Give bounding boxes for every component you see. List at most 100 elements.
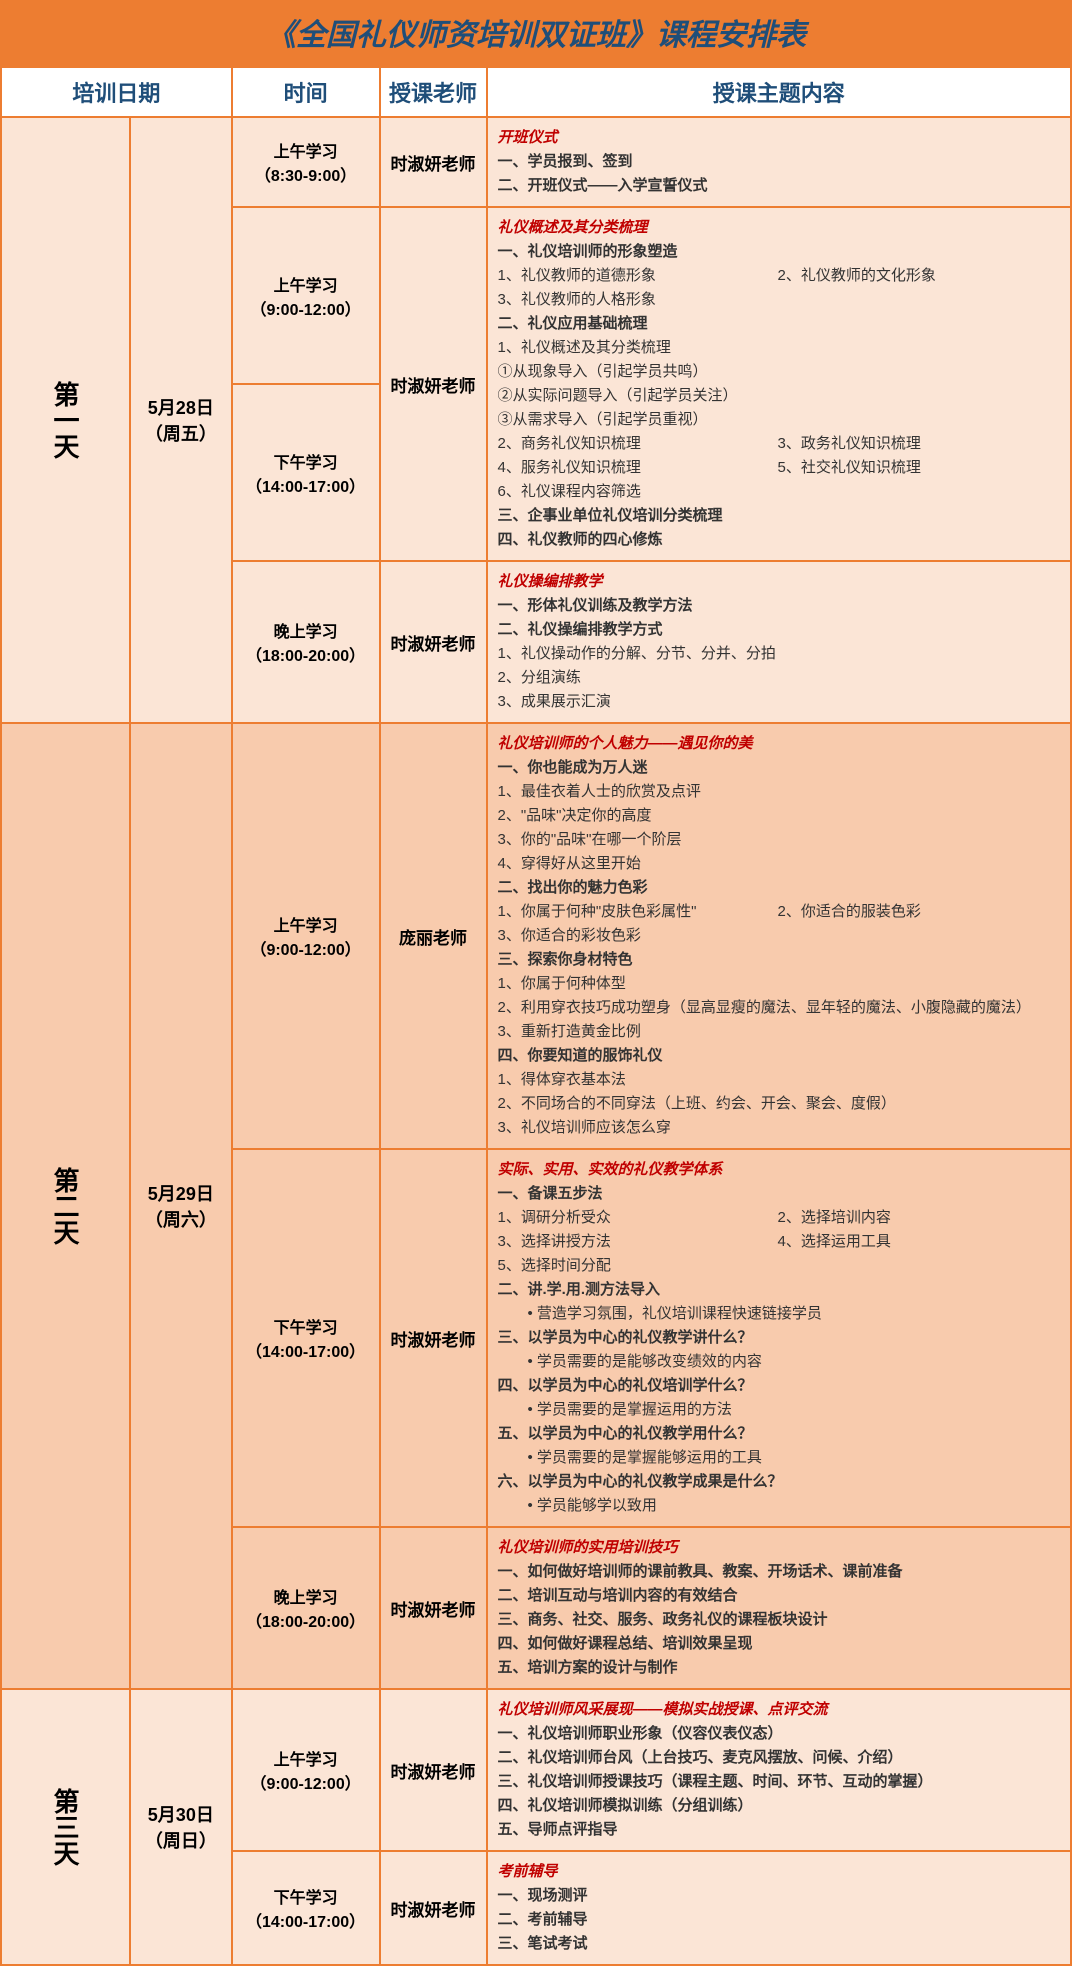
col-time: 时间 (232, 67, 380, 117)
item-line: ①从现象导入（引起学员共鸣） (498, 360, 1061, 384)
section-line: 四、以学员为中心的礼仪培训学什么？ (498, 1374, 1061, 1398)
section-line: 一、礼仪培训师职业形象（仪容仪表仪态） (498, 1722, 1061, 1746)
section-line: 二、找出你的魅力色彩 (498, 876, 1061, 900)
time-cell: 下午学习（14:00-17:00） (232, 1149, 380, 1527)
section-line: 一、你也能成为万人迷 (498, 756, 1061, 780)
table-row: 第一天5月28日（周五）上午学习（8:30-9:00）时淑妍老师开班仪式一、学员… (1, 117, 1071, 207)
day-label: 第一天 (1, 117, 130, 723)
two-col-line: 3、选择讲授方法4、选择运用工具 (498, 1230, 1061, 1254)
section-line: 六、以学员为中心的礼仪教学成果是什么？ (498, 1470, 1061, 1494)
section-line: 三、企事业单位礼仪培训分类梳理 (498, 504, 1061, 528)
title-bar: 《全国礼仪师资培训双证班》课程安排表 (0, 0, 1072, 66)
bullet-line: • 学员需要的是掌握运用的方法 (498, 1398, 1061, 1422)
section-line: 二、礼仪应用基础梳理 (498, 312, 1061, 336)
section-line: 五、以学员为中心的礼仪教学用什么？ (498, 1422, 1061, 1446)
item-line: 5、选择时间分配 (498, 1254, 1061, 1278)
item-line: 2、"品味"决定你的高度 (498, 804, 1061, 828)
item-line: 1、礼仪概述及其分类梳理 (498, 336, 1061, 360)
section-line: 三、商务、社交、服务、政务礼仪的课程板块设计 (498, 1608, 1061, 1632)
item-line: 4、穿得好从这里开始 (498, 852, 1061, 876)
table-header-row: 培训日期 时间 授课老师 授课主题内容 (1, 67, 1071, 117)
item-line: 6、礼仪课程内容筛选 (498, 480, 1061, 504)
topic-title: 礼仪培训师的实用培训技巧 (498, 1536, 1061, 1560)
content-cell: 礼仪培训师风采展现——模拟实战授课、点评交流一、礼仪培训师职业形象（仪容仪表仪态… (487, 1689, 1072, 1851)
two-col-line: 1、调研分析受众2、选择培训内容 (498, 1206, 1061, 1230)
item-line: 3、重新打造黄金比例 (498, 1020, 1061, 1044)
item-line: 1、你属于何种体型 (498, 972, 1061, 996)
time-cell: 上午学习（9:00-12:00） (232, 723, 380, 1149)
section-line: 一、现场测评 (498, 1884, 1061, 1908)
time-cell: 上午学习（9:00-12:00） (232, 207, 380, 384)
section-line: 四、如何做好课程总结、培训效果呈现 (498, 1632, 1061, 1656)
bullet-line: • 营造学习氛围，礼仪培训课程快速链接学员 (498, 1302, 1061, 1326)
topic-title: 开班仪式 (498, 126, 1061, 150)
section-line: 一、备课五步法 (498, 1182, 1061, 1206)
topic-title: 礼仪概述及其分类梳理 (498, 216, 1061, 240)
day-label: 第三天 (1, 1689, 130, 1965)
topic-title: 礼仪培训师风采展现——模拟实战授课、点评交流 (498, 1698, 1061, 1722)
col-teacher: 授课老师 (380, 67, 487, 117)
section-line: 二、讲.学.用.测方法导入 (498, 1278, 1061, 1302)
item-line: 3、礼仪培训师应该怎么穿 (498, 1116, 1061, 1140)
teacher-cell: 时淑妍老师 (380, 1851, 487, 1965)
content-cell: 考前辅导一、现场测评二、考前辅导三、笔试考试 (487, 1851, 1072, 1965)
two-col-line: 2、商务礼仪知识梳理3、政务礼仪知识梳理 (498, 432, 1061, 456)
section-line: 三、笔试考试 (498, 1932, 1061, 1956)
date-cell: 5月30日（周日） (130, 1689, 232, 1965)
item-line: 3、你的"品味"在哪一个阶层 (498, 828, 1061, 852)
topic-title: 考前辅导 (498, 1860, 1061, 1884)
section-line: 一、如何做好培训师的课前教具、教案、开场话术、课前准备 (498, 1560, 1061, 1584)
content-cell: 实际、实用、实效的礼仪教学体系一、备课五步法1、调研分析受众2、选择培训内容3、… (487, 1149, 1072, 1527)
content-cell: 礼仪概述及其分类梳理一、礼仪培训师的形象塑造1、礼仪教师的道德形象2、礼仪教师的… (487, 207, 1072, 561)
section-line: 四、你要知道的服饰礼仪 (498, 1044, 1061, 1068)
date-cell: 5月28日（周五） (130, 117, 232, 723)
section-line: 一、礼仪培训师的形象塑造 (498, 240, 1061, 264)
item-line: 1、礼仪操动作的分解、分节、分并、分拍 (498, 642, 1061, 666)
time-cell: 晚上学习（18:00-20:00） (232, 561, 380, 723)
teacher-cell: 时淑妍老师 (380, 1527, 487, 1689)
item-line: 2、利用穿衣技巧成功塑身（显高显瘦的魔法、显年轻的魔法、小腹隐藏的魔法） (498, 996, 1061, 1020)
section-line: 三、以学员为中心的礼仪教学讲什么？ (498, 1326, 1061, 1350)
table-row: 第二天5月29日（周六）上午学习（9:00-12:00）庞丽老师礼仪培训师的个人… (1, 723, 1071, 1149)
time-cell: 上午学习（9:00-12:00） (232, 1689, 380, 1851)
topic-title: 礼仪培训师的个人魅力——遇见你的美 (498, 732, 1061, 756)
two-col-line: 1、礼仪教师的道德形象2、礼仪教师的文化形象 (498, 264, 1061, 288)
bullet-line: • 学员需要的是能够改变绩效的内容 (498, 1350, 1061, 1374)
time-cell: 上午学习（8:30-9:00） (232, 117, 380, 207)
time-cell: 晚上学习（18:00-20:00） (232, 1527, 380, 1689)
section-line: 五、培训方案的设计与制作 (498, 1656, 1061, 1680)
section-line: 二、礼仪培训师台风（上台技巧、麦克风摆放、问候、介绍） (498, 1746, 1061, 1770)
bullet-line: • 学员需要的是掌握能够运用的工具 (498, 1446, 1061, 1470)
section-line: 三、探索你身材特色 (498, 948, 1061, 972)
two-col-line: 1、你属于何种"皮肤色彩属性"2、你适合的服装色彩 (498, 900, 1061, 924)
item-line: ②从实际问题导入（引起学员关注） (498, 384, 1061, 408)
page-title: 《全国礼仪师资培训双证班》课程安排表 (266, 19, 806, 52)
content-cell: 开班仪式一、学员报到、签到二、开班仪式——入学宣誓仪式 (487, 117, 1072, 207)
time-cell: 下午学习（14:00-17:00） (232, 1851, 380, 1965)
day-label: 第二天 (1, 723, 130, 1689)
content-cell: 礼仪培训师的个人魅力——遇见你的美一、你也能成为万人迷1、最佳衣着人士的欣赏及点… (487, 723, 1072, 1149)
item-line: 3、成果展示汇演 (498, 690, 1061, 714)
teacher-cell: 庞丽老师 (380, 723, 487, 1149)
teacher-cell: 时淑妍老师 (380, 561, 487, 723)
content-cell: 礼仪培训师的实用培训技巧一、如何做好培训师的课前教具、教案、开场话术、课前准备二… (487, 1527, 1072, 1689)
content-cell: 礼仪操编排教学一、形体礼仪训练及教学方法二、礼仪操编排教学方式1、礼仪操动作的分… (487, 561, 1072, 723)
time-cell: 下午学习（14:00-17:00） (232, 384, 380, 561)
bullet-line: • 学员能够学以致用 (498, 1494, 1061, 1518)
teacher-cell: 时淑妍老师 (380, 207, 487, 561)
section-line: 二、考前辅导 (498, 1908, 1061, 1932)
topic-title: 实际、实用、实效的礼仪教学体系 (498, 1158, 1061, 1182)
teacher-cell: 时淑妍老师 (380, 1149, 487, 1527)
item-line: 2、不同场合的不同穿法（上班、约会、开会、聚会、度假） (498, 1092, 1061, 1116)
col-date: 培训日期 (1, 67, 232, 117)
item-line: 1、得体穿衣基本法 (498, 1068, 1061, 1092)
item-line: 1、最佳衣着人士的欣赏及点评 (498, 780, 1061, 804)
table-row: 第三天5月30日（周日）上午学习（9:00-12:00）时淑妍老师礼仪培训师风采… (1, 1689, 1071, 1851)
section-line: 二、开班仪式——入学宣誓仪式 (498, 174, 1061, 198)
section-line: 五、导师点评指导 (498, 1818, 1061, 1842)
item-line: ③从需求导入（引起学员重视） (498, 408, 1061, 432)
item-line: 3、你适合的彩妆色彩 (498, 924, 1061, 948)
section-line: 四、礼仪教师的四心修炼 (498, 528, 1061, 552)
teacher-cell: 时淑妍老师 (380, 1689, 487, 1851)
section-line: 一、形体礼仪训练及教学方法 (498, 594, 1061, 618)
